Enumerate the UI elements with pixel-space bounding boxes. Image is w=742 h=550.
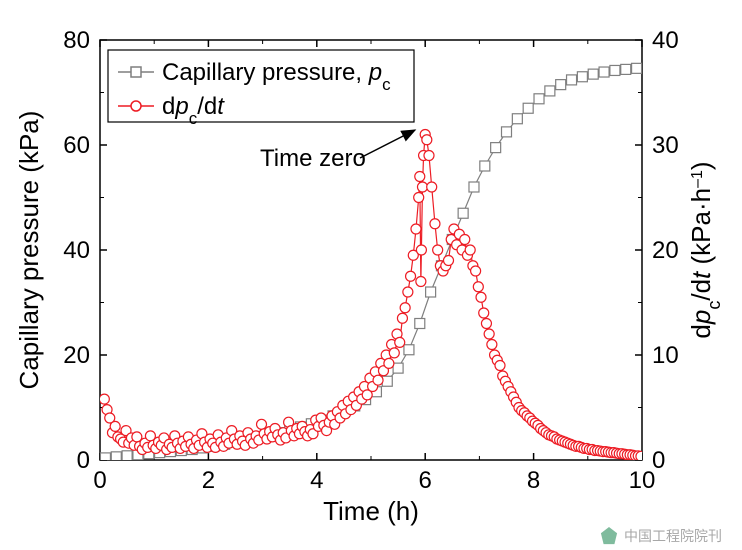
series-marker bbox=[414, 193, 424, 203]
y-right-tick-label: 20 bbox=[652, 237, 679, 264]
series-marker bbox=[416, 245, 426, 255]
series-marker bbox=[481, 319, 491, 329]
series-marker bbox=[545, 86, 555, 96]
series-marker bbox=[632, 63, 642, 73]
series-marker bbox=[426, 287, 436, 297]
series-marker bbox=[415, 172, 425, 182]
y-left-tick-label: 0 bbox=[77, 447, 90, 474]
series-marker bbox=[406, 271, 416, 281]
legend-label: Capillary pressure, pc bbox=[162, 59, 391, 94]
series-marker bbox=[534, 94, 544, 104]
y-left-tick-label: 40 bbox=[63, 237, 90, 264]
series-marker bbox=[460, 235, 470, 245]
series-marker bbox=[523, 103, 533, 113]
series-marker bbox=[384, 358, 394, 368]
y-right-tick-label: 10 bbox=[652, 342, 679, 369]
series-marker bbox=[122, 451, 132, 461]
series-marker bbox=[110, 421, 120, 431]
series-marker bbox=[610, 65, 620, 75]
series-marker bbox=[636, 451, 646, 461]
chart-container: 0246810020406080010203040Time (h)Capilla… bbox=[0, 0, 742, 550]
series-marker bbox=[444, 256, 454, 266]
legend-marker-icon bbox=[131, 67, 141, 77]
x-tick-label: 0 bbox=[93, 467, 106, 494]
annotation-text: Time zero bbox=[260, 145, 366, 172]
series-marker bbox=[400, 303, 410, 313]
series-marker bbox=[373, 375, 383, 385]
series-marker bbox=[556, 80, 566, 90]
series-marker bbox=[393, 363, 403, 373]
series-marker bbox=[430, 219, 440, 229]
series-marker bbox=[476, 292, 486, 302]
series-marker bbox=[422, 135, 432, 145]
series-marker bbox=[469, 182, 479, 192]
series-marker bbox=[479, 308, 489, 318]
series-marker bbox=[471, 266, 481, 276]
y-left-tick-label: 80 bbox=[63, 27, 90, 54]
x-axis-label: Time (h) bbox=[323, 496, 419, 526]
chart-svg: 0246810020406080010203040Time (h)Capilla… bbox=[0, 0, 742, 550]
series-marker bbox=[465, 245, 475, 255]
series-marker bbox=[415, 319, 425, 329]
series-marker bbox=[473, 282, 483, 292]
series-marker bbox=[484, 329, 494, 339]
y-right-tick-label: 40 bbox=[652, 27, 679, 54]
series-marker bbox=[417, 182, 427, 192]
series-marker bbox=[424, 151, 434, 161]
x-tick-label: 2 bbox=[202, 467, 215, 494]
y-left-axis-label: Capillary pressure (kPa) bbox=[14, 111, 44, 390]
y-left-tick-label: 20 bbox=[63, 342, 90, 369]
series-marker bbox=[480, 161, 490, 171]
series-marker bbox=[397, 313, 407, 323]
x-tick-label: 6 bbox=[419, 467, 432, 494]
series-marker bbox=[487, 340, 497, 350]
watermark-logo-icon bbox=[600, 527, 618, 545]
series-marker bbox=[495, 361, 505, 371]
series-marker bbox=[567, 75, 577, 85]
legend-marker-icon bbox=[131, 101, 141, 111]
y-right-tick-label: 30 bbox=[652, 132, 679, 159]
y-right-tick-label: 0 bbox=[652, 447, 665, 474]
series-marker bbox=[502, 127, 512, 137]
series-marker bbox=[257, 419, 267, 429]
series-marker bbox=[512, 114, 522, 124]
series-marker bbox=[411, 224, 421, 234]
x-tick-label: 8 bbox=[527, 467, 540, 494]
series-marker bbox=[403, 287, 413, 297]
series-marker bbox=[416, 277, 426, 287]
series-marker bbox=[588, 69, 598, 79]
annotation-arrow-icon bbox=[360, 130, 415, 158]
watermark-text: 中国工程院院刊 bbox=[624, 526, 722, 546]
series-marker bbox=[389, 348, 399, 358]
series-marker bbox=[599, 67, 609, 77]
series-marker bbox=[433, 245, 443, 255]
watermark: 中国工程院院刊 bbox=[600, 526, 722, 546]
series-marker bbox=[577, 72, 587, 82]
y-left-tick-label: 60 bbox=[63, 132, 90, 159]
series-marker bbox=[404, 345, 414, 355]
x-tick-label: 4 bbox=[310, 467, 323, 494]
series-marker bbox=[100, 453, 110, 463]
series-marker bbox=[458, 208, 468, 218]
series-marker bbox=[395, 337, 405, 347]
series-group bbox=[99, 63, 646, 463]
series-marker bbox=[491, 143, 501, 153]
series-marker bbox=[621, 64, 631, 74]
series-marker bbox=[427, 182, 437, 192]
y-right-axis-label: dpc/dt (kPa·h–1) bbox=[686, 161, 724, 338]
series-line bbox=[104, 135, 641, 457]
series-marker bbox=[382, 376, 392, 386]
series-marker bbox=[99, 394, 109, 404]
